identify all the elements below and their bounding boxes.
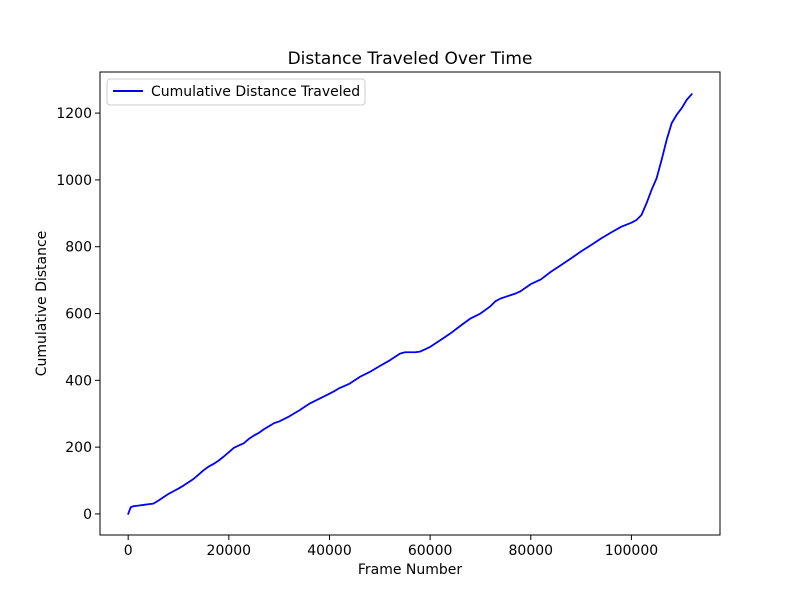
- y-tick-label: 600: [65, 307, 92, 323]
- x-axis-label: Frame Number: [358, 562, 463, 578]
- x-tick-label: 100000: [605, 543, 658, 559]
- y-tick-label: 800: [65, 240, 92, 256]
- legend-box: [106, 78, 366, 106]
- y-tick-label: 1000: [56, 173, 92, 189]
- legend-label: Cumulative Distance Traveled: [151, 84, 360, 100]
- y-axis-label: Cumulative Distance: [34, 231, 50, 377]
- x-tick-label: 0: [124, 543, 133, 559]
- y-tick-label: 1200: [56, 106, 92, 122]
- y-axis-ticks: 0 200 400 600 800 1000 1200: [56, 106, 100, 523]
- x-tick-label: 80000: [509, 543, 554, 559]
- x-axis-ticks: 0 20000 40000 60000 80000 100000: [124, 535, 658, 559]
- series-line-cumulative-distance: [127, 93, 693, 515]
- x-tick-label: 20000: [207, 543, 252, 559]
- x-tick-label: 40000: [307, 543, 352, 559]
- x-tick-label: 60000: [408, 543, 453, 559]
- y-tick-label: 200: [65, 440, 92, 456]
- plot-area-frame: [99, 71, 721, 536]
- legend: Cumulative Distance Traveled: [106, 78, 366, 106]
- chart-title: Distance Traveled Over Time: [288, 49, 533, 69]
- series-layer: [127, 93, 693, 515]
- y-tick-label: 400: [65, 373, 92, 389]
- y-tick-label: 0: [83, 507, 92, 523]
